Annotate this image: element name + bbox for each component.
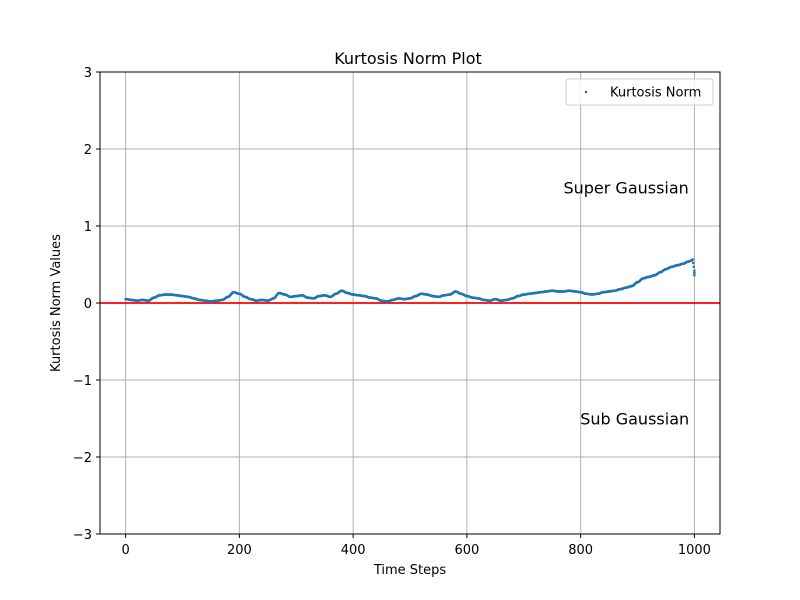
y-tick-label: 1 bbox=[84, 220, 92, 235]
annotations: Super Gaussian Sub Gaussian bbox=[563, 179, 689, 429]
legend-box bbox=[565, 78, 714, 106]
data-point bbox=[693, 273, 696, 277]
x-tick-label: 0 bbox=[121, 543, 129, 558]
x-tick-label: 800 bbox=[568, 543, 593, 558]
x-tick-label: 400 bbox=[341, 543, 366, 558]
data-point bbox=[693, 271, 696, 275]
x-tick-label: 200 bbox=[227, 543, 252, 558]
y-tick-label: −1 bbox=[73, 374, 92, 389]
region-annotation: Sub Gaussian bbox=[580, 410, 689, 429]
x-axis-title: Time Steps bbox=[373, 563, 447, 578]
legend: Kurtosis Norm bbox=[565, 78, 714, 106]
y-tick-label: −2 bbox=[73, 451, 92, 466]
data-point bbox=[692, 265, 696, 269]
axis-ticks: 0 200 400 600 800 1000 −3 −2 −1 0 1 2 3 bbox=[73, 66, 711, 558]
data-point bbox=[691, 258, 694, 261]
legend-label: Kurtosis Norm bbox=[610, 86, 701, 101]
y-tick-label: 2 bbox=[84, 143, 92, 158]
data-point bbox=[693, 269, 696, 272]
data-points bbox=[124, 258, 696, 303]
data-point bbox=[691, 261, 695, 265]
chart-title: Kurtosis Norm Plot bbox=[334, 49, 482, 68]
y-axis-title: Kurtosis Norm Values bbox=[49, 234, 64, 372]
y-tick-label: −3 bbox=[73, 528, 92, 543]
y-tick-label: 0 bbox=[84, 297, 92, 312]
x-tick-label: 600 bbox=[454, 543, 479, 558]
x-tick-label: 1000 bbox=[678, 543, 711, 558]
y-tick-label: 3 bbox=[84, 66, 92, 81]
legend-marker bbox=[584, 90, 588, 94]
region-annotation: Super Gaussian bbox=[563, 179, 688, 198]
